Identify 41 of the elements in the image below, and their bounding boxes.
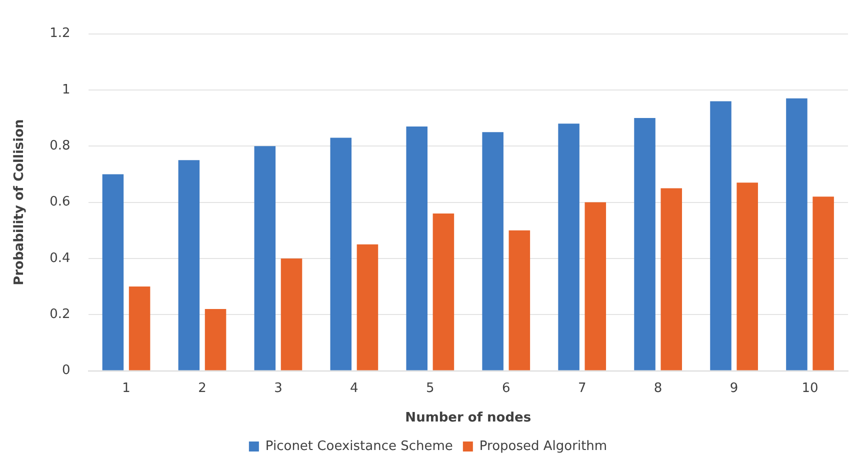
bar xyxy=(558,124,580,370)
x-tick-label: 4 xyxy=(350,380,358,396)
bar xyxy=(102,174,124,370)
y-tick-label: 0.8 xyxy=(50,138,70,154)
bar xyxy=(508,230,530,370)
bar xyxy=(128,286,150,370)
bar xyxy=(584,202,606,370)
bar xyxy=(634,118,656,370)
x-axis-title: Number of nodes xyxy=(405,410,532,426)
x-tick-label: 7 xyxy=(578,380,586,396)
x-tick-label: 5 xyxy=(426,380,434,396)
bar xyxy=(406,126,428,370)
y-axis-title: Probability of Collision xyxy=(12,119,28,286)
y-tick-label: 0.4 xyxy=(50,250,70,266)
bar xyxy=(736,182,758,370)
x-tick-label: 1 xyxy=(122,380,130,396)
bar xyxy=(812,196,834,370)
y-tick-label: 0 xyxy=(62,363,70,378)
y-tick-label: 0.6 xyxy=(50,194,70,210)
bar xyxy=(178,160,200,370)
bar xyxy=(356,244,378,370)
bar xyxy=(660,188,682,370)
bar xyxy=(330,138,352,370)
y-tick-label: 0.2 xyxy=(50,307,70,322)
x-tick-label: 2 xyxy=(198,380,206,396)
legend-label: Piconet Coexistance Scheme xyxy=(265,438,453,454)
x-tick-label: 10 xyxy=(802,380,818,396)
bar xyxy=(482,132,504,370)
x-tick-label: 3 xyxy=(274,380,282,396)
y-tick-label: 1.2 xyxy=(50,26,70,42)
bar xyxy=(254,146,276,370)
x-tick-label: 8 xyxy=(654,380,662,396)
bar xyxy=(710,101,732,370)
bar xyxy=(280,258,302,370)
x-tick-label: 6 xyxy=(502,380,510,396)
bar xyxy=(204,309,226,370)
x-tick-label: 9 xyxy=(730,380,738,396)
legend-label: Proposed Algorithm xyxy=(479,438,608,454)
y-tick-label: 1 xyxy=(62,82,70,98)
bar xyxy=(432,214,454,370)
bar xyxy=(786,98,808,370)
